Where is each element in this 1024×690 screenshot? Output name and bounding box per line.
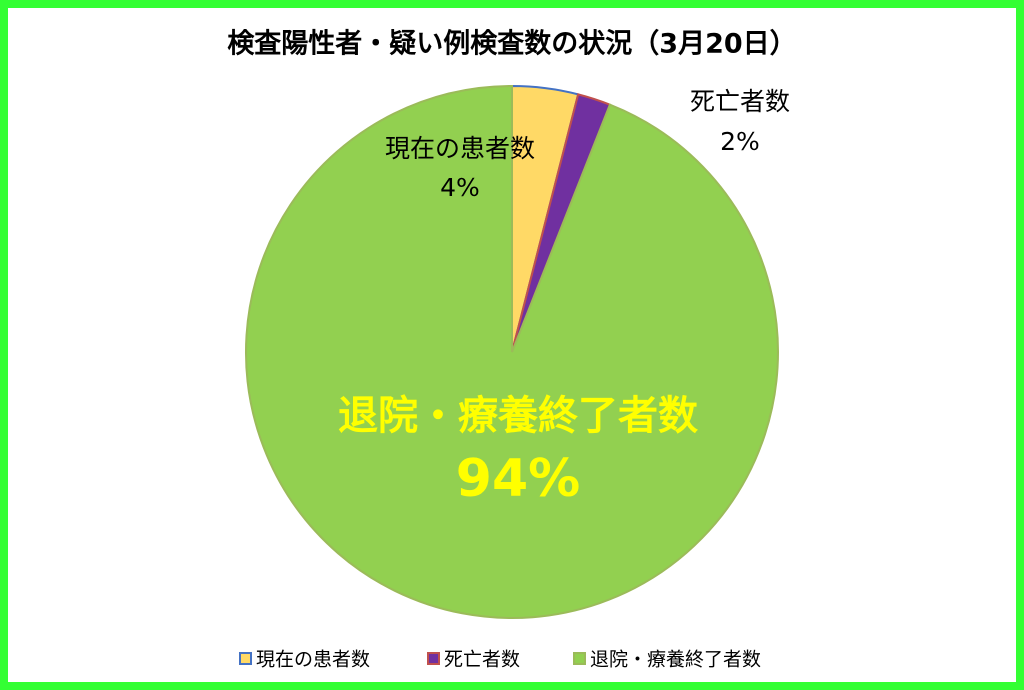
chart-title: 検査陽性者・疑い例検査数の状況（3月20日）: [227, 29, 796, 60]
pie-slice: [245, 84, 779, 619]
legend-label: 現在の患者数: [256, 649, 370, 671]
legend-marker: [573, 652, 586, 665]
data-label-name: 退院・療養終了者数: [338, 393, 698, 439]
legend-label: 退院・療養終了者数: [590, 649, 761, 671]
data-label-name: 現在の患者数: [385, 134, 535, 163]
legend-label: 死亡者数: [444, 649, 520, 671]
data-label-value: 4%: [440, 173, 480, 202]
data-label-value: 94%: [456, 449, 580, 509]
legend-marker: [239, 652, 252, 665]
data-label-name: 死亡者数: [690, 87, 790, 116]
data-label-value: 2%: [720, 127, 760, 156]
legend-marker: [427, 652, 440, 665]
